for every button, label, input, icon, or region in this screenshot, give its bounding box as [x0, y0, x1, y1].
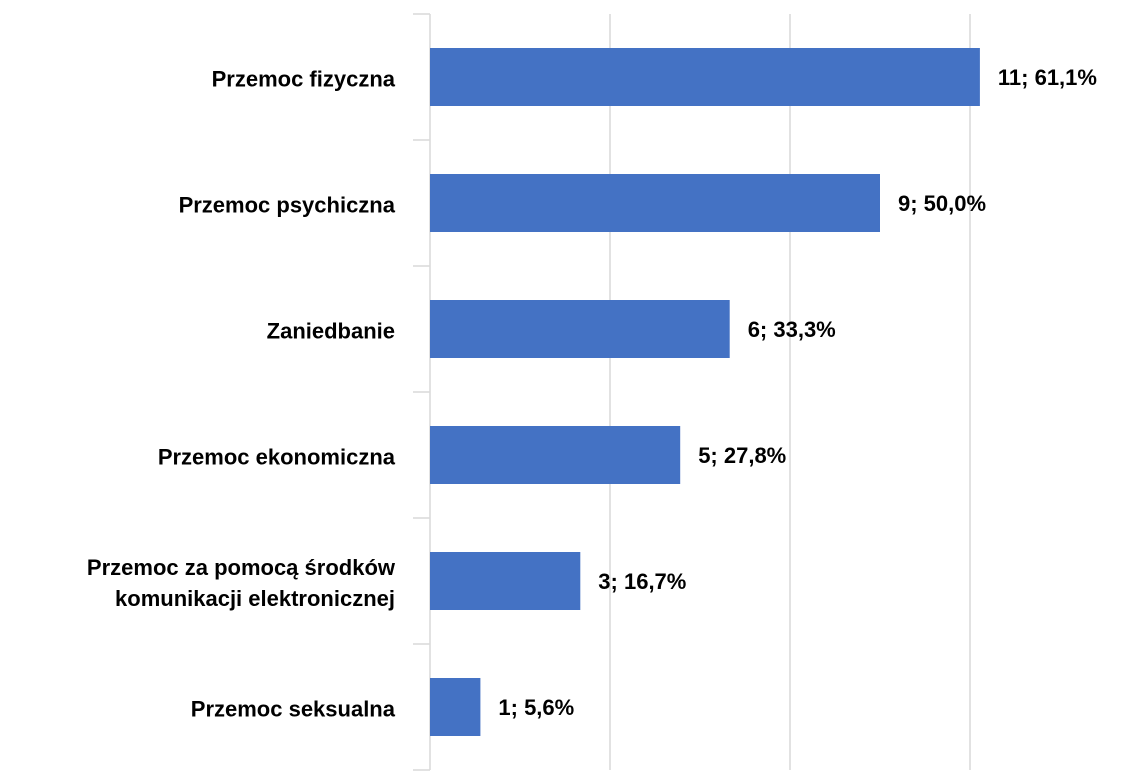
bar [430, 174, 880, 232]
bar [430, 552, 581, 610]
y-tick-label: Przemoc fizyczna [211, 66, 395, 92]
bar [430, 426, 681, 484]
data-label: 9; 50,0% [898, 191, 986, 216]
y-tick-label: Przemoc seksualna [190, 696, 395, 722]
y-tick-label: Przemoc psychiczna [178, 192, 395, 218]
y-tick-label: Zaniedbanie [266, 318, 395, 344]
data-label: 11; 61,1% [998, 65, 1097, 90]
y-tick-label: Przemoc za pomocą środków komunikacji el… [86, 555, 395, 611]
y-tick-label: Przemoc ekonomiczna [157, 444, 395, 470]
data-label: 3; 16,7% [598, 569, 686, 594]
bar [430, 300, 730, 358]
data-label: 6; 33,3% [748, 317, 836, 342]
data-label: 1; 5,6% [498, 695, 574, 720]
bar [430, 678, 481, 736]
bar [430, 48, 980, 106]
data-label: 5; 27,8% [698, 443, 786, 468]
